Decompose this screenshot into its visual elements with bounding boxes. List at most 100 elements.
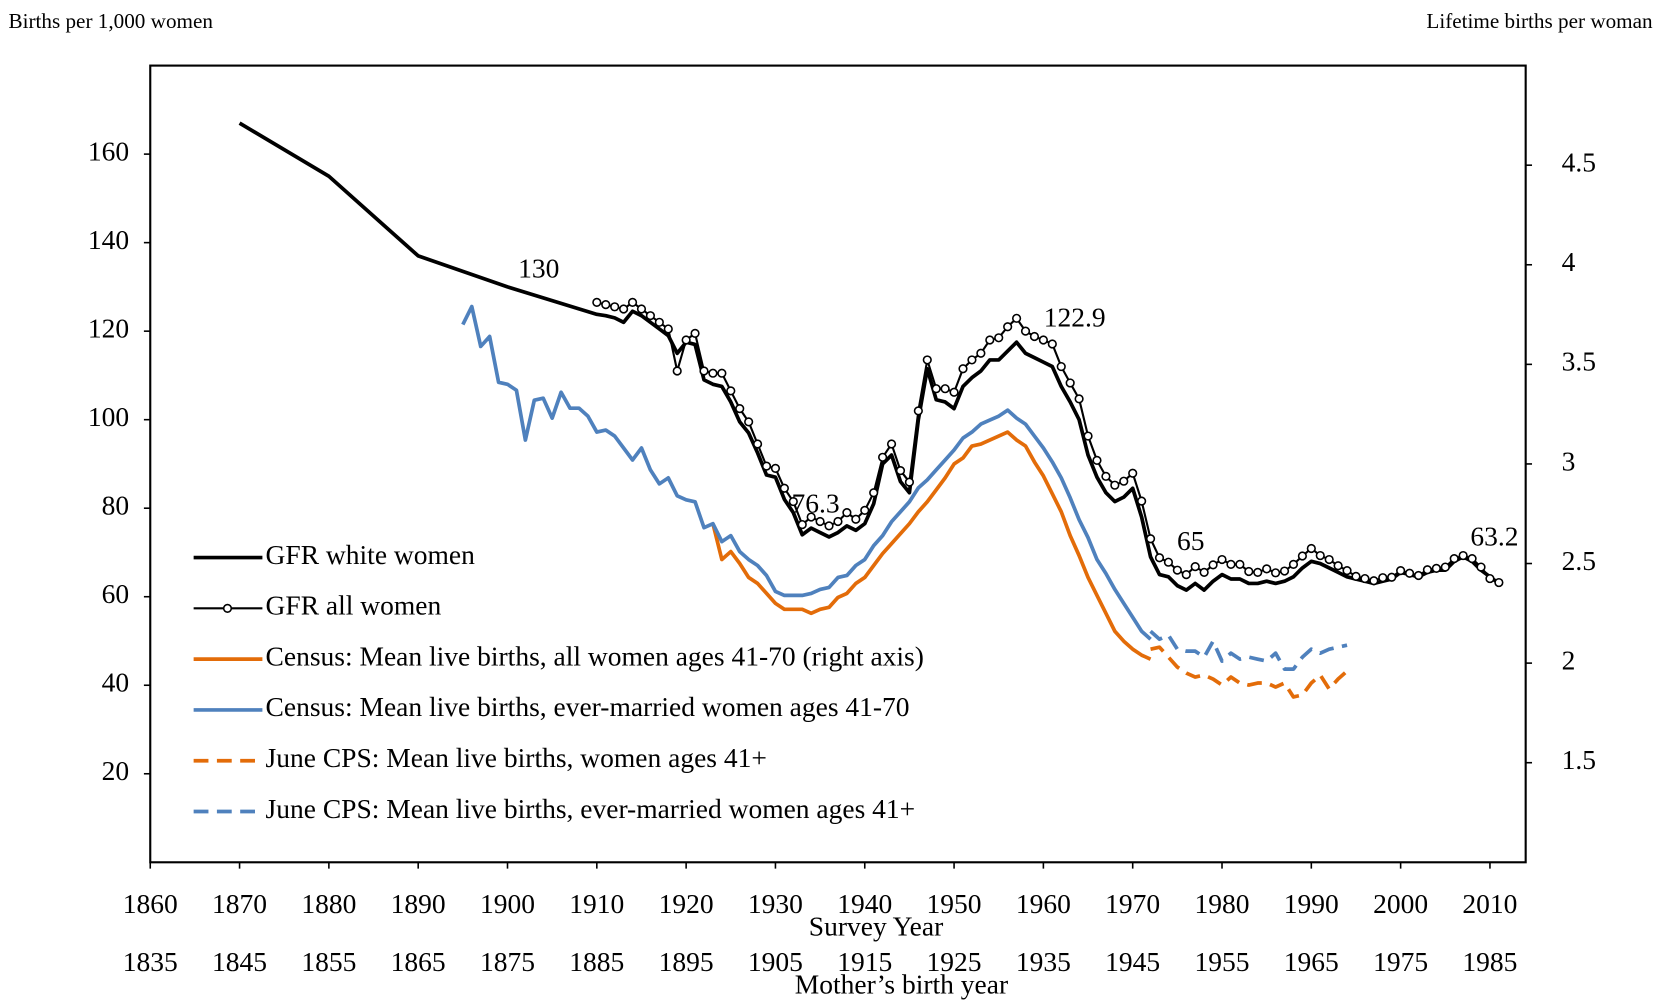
- series-marker: [931, 384, 941, 394]
- series-marker: [761, 461, 772, 471]
- x-tick-label: 1880: [301, 888, 356, 919]
- y-tick-label: 20: [102, 755, 130, 786]
- y-tick-label: 60: [102, 578, 130, 609]
- y2-tick-label: 3: [1562, 445, 1576, 476]
- axes: 20 40 60 80 100 120 140 160 1.5 2 2.5 3 3.5 4 4.5 1860 1…: [88, 135, 1596, 999]
- x2-tick-label: 1865: [391, 946, 446, 977]
- y2-tick-label: 1.5: [1562, 744, 1596, 775]
- series-marker: [1467, 554, 1477, 564]
- x2-tick-label: 1925: [927, 946, 982, 977]
- series-marker: [833, 516, 843, 527]
- series-marker: [1297, 551, 1307, 561]
- series-marker: [744, 417, 754, 427]
- x2-tick-label: 1945: [1105, 946, 1160, 977]
- series-marker: [1056, 361, 1066, 372]
- series-marker: [752, 439, 763, 449]
- series-marker: [940, 384, 950, 394]
- series-marker: [1378, 573, 1388, 583]
- x-tick-label: 1990: [1284, 888, 1339, 919]
- series-marker: [1315, 550, 1325, 561]
- x-tick-label: 1920: [659, 888, 714, 919]
- series-marker: [976, 348, 986, 358]
- x-tick-label: 2010: [1462, 888, 1517, 919]
- series-marker: [1128, 468, 1138, 478]
- series-marker: [1092, 455, 1102, 466]
- y-tick-label: 160: [88, 135, 129, 166]
- series-marker: [654, 317, 664, 327]
- series-marker: [1396, 566, 1406, 576]
- series-marker: [1190, 562, 1200, 572]
- series-marker: [851, 514, 861, 524]
- x2-tick-label: 1885: [569, 946, 624, 977]
- x-tick-label: 1940: [837, 888, 892, 919]
- annotation: 63.2: [1470, 520, 1518, 551]
- x2-tick-label: 1985: [1462, 946, 1517, 977]
- y2-tick-label: 4: [1562, 246, 1576, 277]
- series-marker: [645, 311, 656, 321]
- series-marker: [886, 439, 897, 449]
- series-marker: [726, 386, 736, 396]
- x2-tick-label: 1905: [748, 946, 803, 977]
- series-marker: [1172, 565, 1182, 575]
- series-marker: [1199, 567, 1209, 577]
- y2-tick-label: 4.5: [1562, 146, 1596, 177]
- series-line: [711, 430, 1152, 661]
- y-tick-label: 140: [88, 224, 129, 255]
- series-marker: [1208, 560, 1218, 570]
- series-marker: [690, 328, 700, 338]
- series-marker: [1145, 534, 1156, 544]
- x-tick-label: 1860: [123, 888, 178, 919]
- series-marker: [815, 516, 825, 527]
- series-marker: [860, 505, 870, 516]
- series-marker: [1342, 566, 1352, 576]
- series-marker: [788, 496, 798, 507]
- series-marker: [592, 297, 602, 307]
- series-marker: [1119, 476, 1129, 486]
- series-marker: [878, 452, 888, 462]
- series-marker: [1163, 557, 1174, 567]
- series-marker: [1101, 471, 1111, 481]
- y-tick-label: 100: [88, 401, 129, 432]
- series-marker: [1404, 568, 1415, 578]
- series-marker: [1253, 567, 1263, 577]
- series-marker: [1154, 553, 1165, 563]
- legend-label: GFR all women: [266, 590, 442, 621]
- x2-tick-label: 1835: [123, 946, 178, 977]
- series-marker: [1485, 573, 1495, 584]
- series-marker: [1476, 562, 1486, 572]
- series-marker: [770, 463, 781, 473]
- legend-label: June CPS: Mean live births, women ages 4…: [266, 742, 767, 773]
- series-marker: [1431, 563, 1441, 573]
- x2-tick-label: 1855: [301, 946, 356, 977]
- y-tick-label: 40: [102, 667, 130, 698]
- series-marker: [1262, 564, 1272, 574]
- series-marker: [1038, 335, 1048, 345]
- series-marker: [619, 304, 629, 314]
- series-marker: [1360, 573, 1370, 584]
- series-marker: [1413, 570, 1424, 581]
- series-marker: [1074, 394, 1084, 404]
- series-marker: [949, 387, 959, 397]
- series-marker: [1351, 571, 1361, 581]
- y2-tick-label: 2: [1562, 644, 1576, 675]
- series-marker: [1137, 496, 1147, 506]
- series-marker: [627, 297, 638, 307]
- x2-axis-title: Mother’s birth year: [795, 968, 1008, 999]
- x-tick-label: 1900: [480, 888, 535, 919]
- x2-tick-label: 1845: [212, 946, 267, 977]
- series-marker: [663, 324, 673, 334]
- series-marker: [1306, 543, 1316, 554]
- series-marker: [1279, 566, 1290, 576]
- series-marker: [922, 355, 932, 365]
- series-marker: [1235, 559, 1245, 570]
- x-tick-label: 1870: [212, 888, 267, 919]
- annotation: 65: [1177, 525, 1205, 556]
- annotation: 122.9: [1044, 301, 1106, 332]
- x-tick-label: 1980: [1195, 888, 1250, 919]
- series-marker: [1494, 577, 1504, 588]
- series-marker: [1029, 331, 1040, 342]
- x-tick-label: 1960: [1016, 888, 1071, 919]
- y2-tick-label: 2.5: [1562, 545, 1596, 576]
- annotation: 130: [518, 253, 559, 284]
- series-marker: [1458, 550, 1468, 561]
